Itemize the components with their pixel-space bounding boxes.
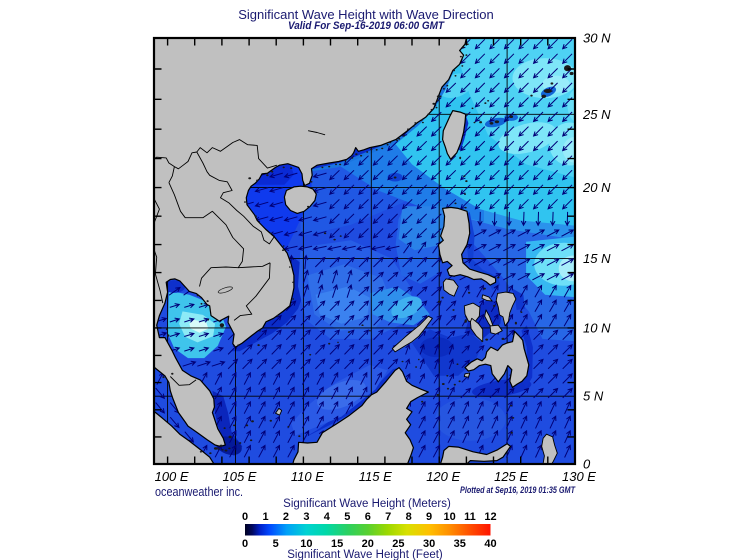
svg-text:0: 0 <box>242 511 248 523</box>
svg-text:7: 7 <box>385 511 391 523</box>
svg-text:20: 20 <box>362 538 374 550</box>
svg-text:130 E: 130 E <box>562 469 596 484</box>
svg-text:5 N: 5 N <box>583 389 604 404</box>
svg-text:15: 15 <box>331 538 343 550</box>
svg-text:35: 35 <box>454 538 466 550</box>
svg-text:0: 0 <box>583 457 591 472</box>
svg-text:20 N: 20 N <box>582 180 611 195</box>
svg-text:10: 10 <box>443 511 455 523</box>
svg-text:2: 2 <box>283 511 289 523</box>
svg-text:3: 3 <box>303 511 309 523</box>
svg-text:125 E: 125 E <box>494 469 528 484</box>
svg-text:4: 4 <box>324 511 331 523</box>
svg-text:30: 30 <box>423 538 435 550</box>
svg-text:120 E: 120 E <box>426 469 460 484</box>
svg-text:11: 11 <box>464 511 476 523</box>
svg-text:25 N: 25 N <box>582 107 611 122</box>
svg-text:105 E: 105 E <box>223 469 257 484</box>
svg-text:6: 6 <box>365 511 371 523</box>
svg-text:25: 25 <box>392 538 404 550</box>
svg-text:1: 1 <box>262 511 268 523</box>
svg-text:5: 5 <box>344 511 350 523</box>
svg-text:Significant Wave Height with W: Significant Wave Height with Wave Direct… <box>238 7 494 22</box>
svg-text:8: 8 <box>406 511 412 523</box>
svg-text:110 E: 110 E <box>291 469 324 484</box>
svg-text:12: 12 <box>484 511 496 523</box>
svg-text:10 N: 10 N <box>583 320 611 335</box>
svg-text:oceanweather inc.: oceanweather inc. <box>155 485 243 499</box>
svg-text:Significant Wave Height (Feet): Significant Wave Height (Feet) <box>287 549 443 560</box>
svg-text:Significant Wave Height (Meter: Significant Wave Height (Meters) <box>283 498 451 510</box>
svg-text:0: 0 <box>242 538 248 550</box>
svg-text:115 E: 115 E <box>359 469 392 484</box>
svg-text:30 N: 30 N <box>583 31 611 46</box>
svg-text:100 E: 100 E <box>155 469 189 484</box>
svg-text:Valid For Sep-16-2019 06:00 GM: Valid For Sep-16-2019 06:00 GMT <box>288 20 445 32</box>
svg-text:10: 10 <box>300 538 312 550</box>
svg-text:40: 40 <box>484 538 496 550</box>
svg-text:15 N: 15 N <box>583 251 611 266</box>
svg-text:5: 5 <box>273 538 279 550</box>
svg-text:Plotted at Sep16, 2019 01:35 G: Plotted at Sep16, 2019 01:35 GMT <box>460 485 576 496</box>
svg-text:9: 9 <box>426 511 432 523</box>
